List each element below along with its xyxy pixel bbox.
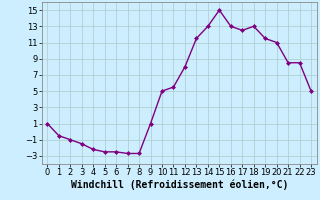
X-axis label: Windchill (Refroidissement éolien,°C): Windchill (Refroidissement éolien,°C) bbox=[70, 180, 288, 190]
